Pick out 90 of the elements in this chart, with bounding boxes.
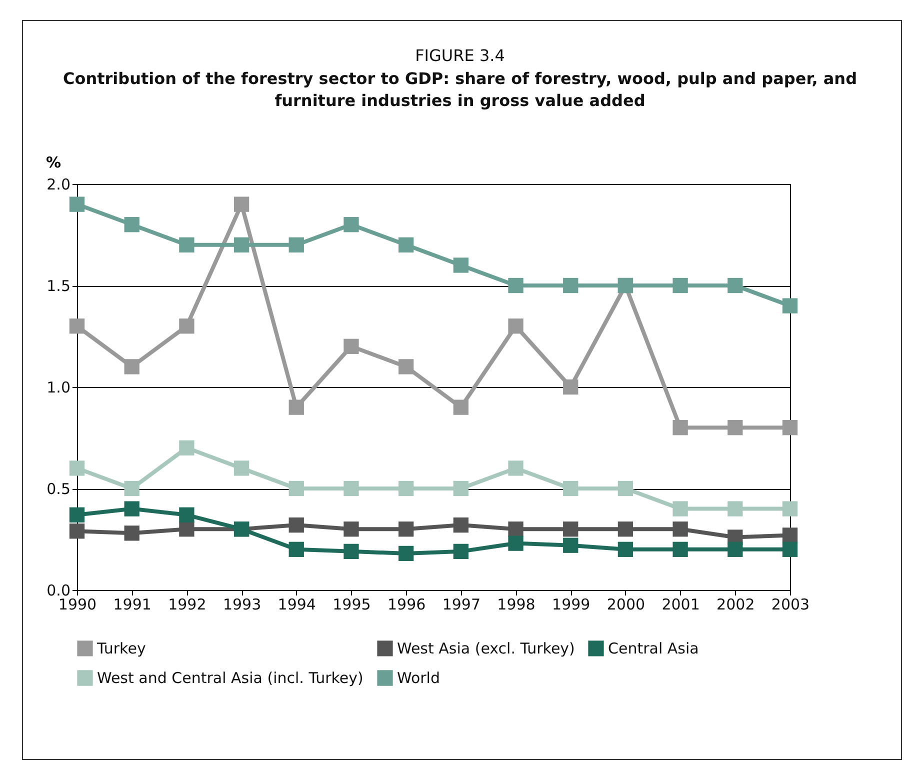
x-tick-label: 1996	[387, 596, 426, 614]
point	[124, 501, 140, 516]
point	[508, 318, 524, 334]
point	[618, 522, 634, 537]
point	[234, 460, 250, 476]
x-tick-label: 1994	[278, 596, 316, 614]
point	[69, 507, 85, 522]
point	[782, 420, 798, 436]
legend-label: West and Central Asia (incl. Turkey)	[97, 669, 364, 687]
point	[398, 237, 414, 252]
point	[124, 480, 140, 496]
chart-title: FIGURE 3.4	[414, 46, 506, 65]
point	[179, 440, 194, 456]
point	[453, 544, 469, 560]
point	[618, 542, 634, 557]
point	[398, 522, 414, 537]
x-tick-label: 2001	[662, 596, 700, 614]
point	[344, 544, 359, 560]
point	[124, 217, 140, 232]
x-tick-label: 1998	[497, 596, 536, 614]
point	[288, 237, 304, 252]
point	[782, 528, 798, 543]
point	[672, 522, 688, 537]
point	[344, 480, 359, 496]
point	[179, 237, 194, 252]
point	[234, 237, 250, 252]
y-tick-label: 0.5	[46, 480, 70, 498]
point	[728, 420, 743, 436]
legend-label: Turkey	[96, 639, 146, 658]
x-tick-label: 1991	[113, 596, 152, 614]
y-tick-label: 1.0	[46, 378, 70, 396]
point	[344, 217, 359, 232]
point	[288, 542, 304, 557]
point	[728, 278, 743, 294]
y-tick-label: 1.5	[46, 277, 70, 295]
point	[728, 501, 743, 516]
x-tick-label: 1999	[552, 596, 590, 614]
point	[398, 480, 414, 496]
point	[782, 501, 798, 516]
x-tick-label: 2003	[771, 596, 810, 614]
point	[69, 318, 85, 334]
legend-label: World	[397, 669, 440, 687]
point	[124, 359, 140, 374]
point	[672, 542, 688, 557]
point	[508, 460, 524, 476]
point	[782, 542, 798, 557]
point	[672, 420, 688, 436]
point	[508, 278, 524, 294]
chart-subtitle: Contribution of the forestry sector to GDP: share of forestry, wood, pulp and paper, and furniture industries in gross value added	[62, 68, 858, 112]
point	[69, 196, 85, 212]
point	[728, 542, 743, 557]
point	[508, 522, 524, 537]
point	[453, 258, 469, 273]
point	[563, 379, 578, 395]
point	[618, 480, 634, 496]
point	[398, 359, 414, 374]
point	[344, 338, 359, 354]
x-tick-label: 1992	[168, 596, 206, 614]
point	[288, 480, 304, 496]
point	[672, 501, 688, 516]
x-tick-label: 1997	[442, 596, 481, 614]
legend-label: Central Asia	[608, 639, 699, 658]
point	[69, 524, 85, 539]
legend-label: West Asia (excl. Turkey)	[397, 639, 575, 658]
point	[508, 536, 524, 551]
point	[563, 278, 578, 294]
point	[179, 318, 194, 334]
point	[563, 480, 578, 496]
point	[563, 522, 578, 537]
x-tick-label: 2002	[716, 596, 755, 614]
x-tick-label: 2000	[606, 596, 646, 614]
x-tick-label: 1995	[332, 596, 371, 614]
point	[398, 546, 414, 562]
point	[179, 522, 194, 537]
point	[124, 526, 140, 541]
x-tick-label: 1993	[222, 596, 262, 614]
point	[288, 400, 304, 415]
y-axis-title: %	[46, 154, 62, 172]
point	[782, 298, 798, 314]
point	[453, 400, 469, 415]
point	[563, 538, 578, 553]
point	[453, 517, 469, 533]
point	[234, 196, 250, 212]
point	[69, 460, 85, 476]
point	[288, 517, 304, 533]
point	[344, 522, 359, 537]
point	[453, 480, 469, 496]
point	[672, 278, 688, 294]
y-tick-label: 2.0	[46, 176, 70, 194]
point	[179, 507, 194, 522]
